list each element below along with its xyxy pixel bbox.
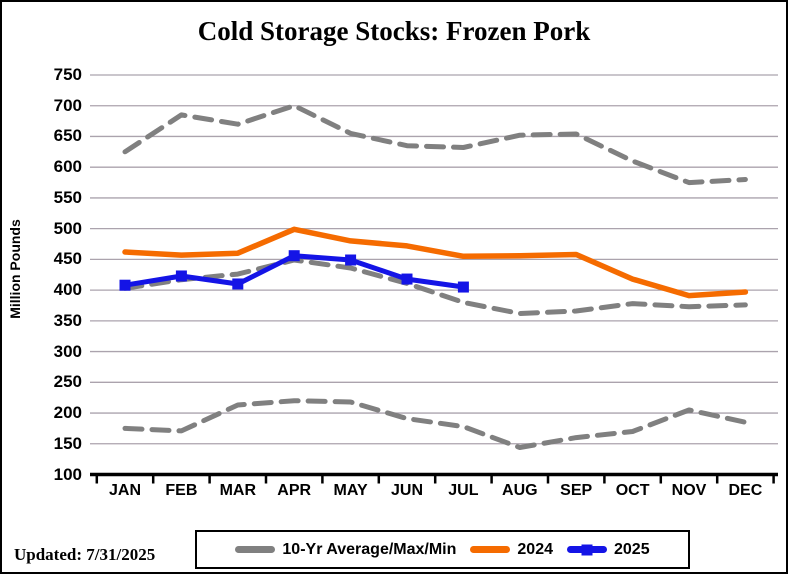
y-tick-label: 600: [53, 157, 82, 177]
data-point-marker: [175, 270, 187, 282]
orange-line-icon: [470, 546, 511, 553]
x-tick-label: JAN: [108, 482, 141, 499]
x-tick-label: JUN: [390, 482, 423, 499]
updated-label: Updated: 7/31/2025: [14, 545, 156, 564]
x-tick-label: SEP: [560, 482, 593, 499]
y-tick-label: 700: [53, 95, 82, 115]
y-tick-label: 450: [53, 249, 82, 269]
x-tick-label: OCT: [615, 482, 650, 499]
x-tick-label: JUL: [448, 482, 479, 499]
y-tick-label: 350: [53, 310, 82, 330]
x-tick-label: NOV: [671, 482, 707, 499]
legend-item-2025: 2025: [567, 541, 650, 559]
blue-line-square-icon: [567, 544, 607, 555]
y-tick-label: 250: [53, 372, 82, 392]
x-tick-label: APR: [277, 482, 312, 499]
y-tick-label: 550: [53, 187, 82, 207]
data-point-marker: [457, 281, 469, 293]
y-tick-label: 500: [53, 218, 82, 238]
y-tick-label: 750: [53, 65, 82, 84]
legend: 10-Yr Average/Max/Min 2024 2025: [195, 530, 690, 569]
data-point-marker: [232, 278, 244, 290]
chart-title: Cold Storage Stocks: Frozen Pork: [197, 16, 591, 46]
legend-label-2025: 2025: [614, 540, 650, 558]
legend-label-10yr: 10-Yr Average/Max/Min: [282, 540, 457, 558]
data-point-marker: [119, 279, 131, 291]
y-tick-label: 400: [53, 280, 82, 300]
series-10-yr-max: [122, 103, 748, 186]
y-tick-label: 100: [53, 464, 82, 484]
gray-dash-line-icon: [235, 546, 276, 553]
legend-label-2024: 2024: [517, 540, 553, 558]
blue-square-marker-icon: [581, 544, 593, 555]
x-tick-label: DEC: [728, 482, 763, 499]
x-tick-label: MAR: [219, 482, 257, 499]
series-10-yr-average: [122, 257, 748, 316]
x-tick-label: AUG: [502, 482, 538, 499]
data-point-marker: [401, 273, 413, 285]
x-tick-label: MAY: [333, 482, 368, 499]
data-point-marker: [345, 254, 357, 266]
x-tick-label: FEB: [165, 482, 198, 499]
series-2024: [122, 226, 749, 299]
legend-item-10yr: 10-Yr Average/Max/Min: [235, 541, 456, 559]
legend-item-2024: 2024: [470, 541, 553, 559]
data-point-marker: [288, 250, 300, 262]
y-tick-label: 300: [53, 341, 82, 361]
series-10-yr-min: [122, 398, 748, 450]
y-tick-label: 200: [53, 403, 82, 423]
y-tick-label: 150: [53, 433, 82, 453]
y-tick-label: 650: [53, 126, 82, 146]
